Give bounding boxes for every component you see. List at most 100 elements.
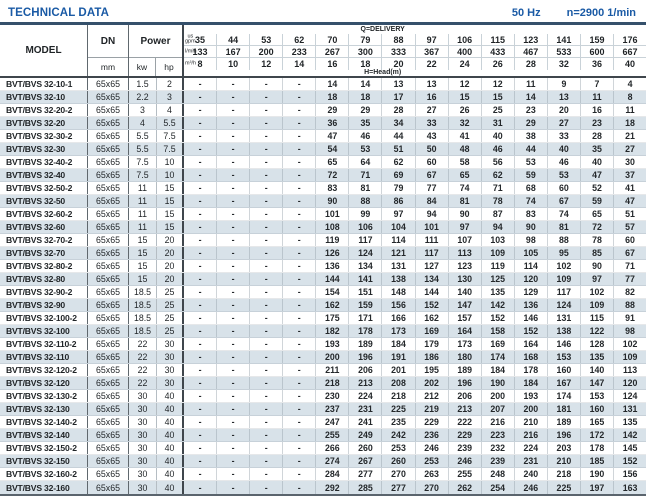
head-value-cell: - [184,403,218,415]
head-value-cell: 103 [482,234,515,246]
head-value-cell: 44 [382,130,416,142]
head-value-cell: 20 [548,104,581,116]
head-value-cell: 36 [316,117,350,129]
head-value-cell: 17 [382,91,416,103]
head-value-cell: 40 [581,156,615,168]
head-value-cell: 182 [316,325,350,337]
delivery-unit-cell: 32 [548,58,581,70]
table-row: BVT/BVS 32-80 65x65 15 20- - - -144 141 138 134 13… [0,273,646,286]
head-value-cell: 14 [316,78,350,90]
operating-specs: 50 Hz n=2900 1/min [512,7,638,19]
hp-cell: 7.5 [157,143,184,155]
head-value-cell: - [283,429,317,441]
head-value-cell: - [250,312,284,324]
head-value-cell: 56 [482,156,515,168]
head-value-cell: 266 [316,442,350,454]
table-row: BVT/BVS 32-120-2 65x65 22 30- - - -211 206 201 19… [0,364,646,377]
dn-cell: 65x65 [88,130,129,142]
head-value-cell: - [217,78,251,90]
head-value-cell: - [184,182,218,194]
delivery-header-label: Q=DELIVERY [360,26,405,33]
model-cell: BVT/BVS 32-100-2 [0,312,88,324]
head-value-cell: - [217,117,251,129]
head-value-cell: 15 [449,91,482,103]
hp-cell: 25 [157,325,184,337]
unit-label: m³/h [185,60,196,67]
head-value-cell: - [184,468,218,480]
head-value-cell: - [250,247,284,259]
head-value-cell: 135 [482,286,515,298]
head-value-cell: 239 [449,442,482,454]
head-value-cell: 212 [416,390,449,402]
head-value-cell: - [184,312,218,324]
head-value-cell: 16 [416,91,449,103]
head-value-cell: 38 [515,130,548,142]
dn-cell: 65x65 [88,221,129,233]
head-value-cell: - [217,169,251,181]
delivery-value: 367 [424,46,440,57]
speed-value: n=2900 1/min [566,7,636,19]
head-value-cell: - [283,455,317,467]
delivery-unit-cell: 233 [283,46,317,57]
table-row: BVT/BVS 32-60-2 65x65 11 15- - - -101 99 97 94 90 8… [0,208,646,221]
head-value-cell: - [217,299,251,311]
hp-cell: 40 [157,481,184,494]
head-value-cell: 109 [548,273,581,285]
head-value-cell: - [283,169,317,181]
head-value-cell: 181 [548,403,581,415]
head-value-cell: - [217,182,251,194]
head-value-cell: 84 [416,195,449,207]
head-value-cell: 71 [625,261,635,271]
head-value-cell: 27 [548,117,581,129]
head-value-cell: - [283,260,317,272]
head-value-cell: 120 [622,378,638,388]
head-value-cell: - [217,273,251,285]
hp-cell: 10 [157,169,184,181]
model-cell: BVT/BVS 32-70 [0,247,88,259]
hp-cell: 40 [157,416,184,428]
head-value-cell: - [283,338,317,350]
head-value-cell: 131 [382,260,416,272]
kw-cell: 30 [129,455,157,467]
head-value-cell: 114 [515,260,548,272]
head-value-cell: - [184,351,218,363]
head-value-cell: 206 [349,364,383,376]
head-value-cell: - [250,234,284,246]
delivery-value: 44 [228,34,239,45]
technical-data-table: MODEL DN mm Power kw hp Q=DELIVERY us gp… [0,22,646,496]
head-value-cell: 14 [515,91,548,103]
head-value-cell: 239 [482,455,515,467]
head-value-cell: 178 [349,325,383,337]
table-row: BVT/BVS 32-30-2 65x65 5.5 7.5- - - -47 46 44 43 41… [0,130,646,143]
dn-cell: 65x65 [88,91,129,103]
head-value-cell: 74 [515,195,548,207]
head-value-cell: 216 [515,429,548,441]
delivery-unit-cell: 123 [515,34,548,45]
head-value-cell: 175 [316,312,350,324]
head-value-cell: 27 [625,144,635,154]
hp-cell: 4 [157,104,184,116]
head-value-cell: 109 [482,247,515,259]
dn-cell: 65x65 [88,208,129,220]
delivery-value: 70 [327,34,338,45]
kw-cell: 5.5 [129,143,157,155]
delivery-value: 20 [393,59,404,69]
model-cell: BVT/BVS 32-150-2 [0,442,88,454]
head-value-cell: 248 [482,468,515,480]
dn-cell: 65x65 [88,299,129,311]
hp-cell: 20 [157,273,184,285]
head-value-cell: - [250,455,284,467]
head-value-cell: 46 [482,143,515,155]
table-row: BVT/BVS 32-120 65x65 22 30- - - -218 213 208 202 1… [0,377,646,390]
head-value-cell: 79 [382,182,416,194]
head-value-cell: - [184,104,218,116]
power-unit-labels: kw hp [129,57,182,76]
head-value-cell: 186 [416,351,449,363]
head-value-cell: 142 [482,299,515,311]
head-value-cell: - [250,195,284,207]
head-value-cell: - [184,234,218,246]
model-cell: BVT/BVS 32-20 [0,117,88,129]
dn-cell: 65x65 [88,312,129,324]
head-value-cell: - [250,403,284,415]
kw-unit-label: kw [129,58,156,76]
